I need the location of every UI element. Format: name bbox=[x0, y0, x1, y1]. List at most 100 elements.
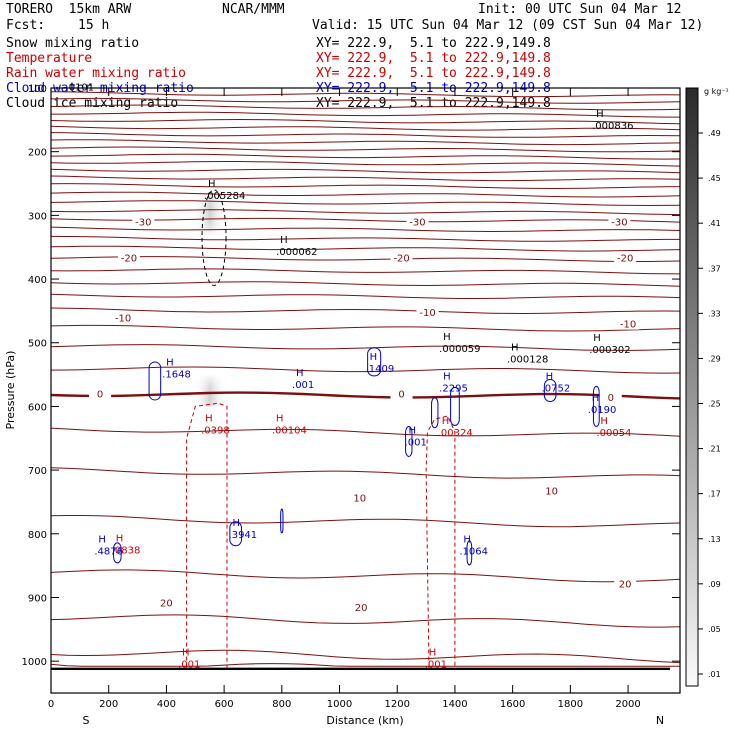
rain-contour bbox=[186, 402, 228, 668]
temp-label-bg bbox=[614, 251, 637, 264]
temp-label-bg bbox=[416, 306, 439, 319]
field-label-snow: Snow mixing ratio bbox=[6, 36, 140, 51]
isotherm-line bbox=[50, 132, 681, 138]
isotherm-line bbox=[50, 467, 681, 479]
rain-max-label-h-marker: H bbox=[442, 416, 450, 427]
y-tick-label: 1000 bbox=[22, 657, 47, 668]
snow-max-label-h-marker: H bbox=[596, 109, 604, 120]
temperature-label: -30 bbox=[135, 218, 151, 229]
temp-label-bg bbox=[132, 215, 155, 228]
temperature-label: -20 bbox=[121, 253, 137, 264]
temp-label-bg bbox=[608, 215, 631, 228]
colorbar-tick-label: .49 bbox=[708, 129, 721, 138]
temperature-label: 0 bbox=[97, 390, 103, 401]
y-tick-label: 100 bbox=[28, 84, 47, 95]
rain-max-label: .0398 bbox=[201, 425, 230, 436]
colorbar-tick-label: .33 bbox=[708, 309, 721, 318]
y-tick-label: 700 bbox=[28, 466, 47, 477]
rain-max-label: .001 bbox=[425, 660, 447, 671]
y-tick-label: 600 bbox=[28, 402, 47, 413]
x-tick-label: 200 bbox=[99, 699, 118, 710]
cloud-water-max-label-h-marker: H bbox=[463, 534, 471, 545]
x-tick-label: 1400 bbox=[442, 699, 467, 710]
colorbar-tick-label: .21 bbox=[708, 445, 721, 454]
field-label-rain: Rain water mixing ratio bbox=[6, 66, 187, 81]
x-tick-label: 1600 bbox=[500, 699, 525, 710]
isotherm-line bbox=[50, 391, 681, 400]
snow-shading bbox=[192, 189, 228, 407]
temperature-label: -10 bbox=[620, 320, 636, 331]
rain-max-label-h-marker: H bbox=[116, 534, 124, 545]
colorbar-tick-label: .29 bbox=[708, 354, 721, 363]
isotherm-line bbox=[50, 307, 681, 315]
model-title: TORERO 15km ARW bbox=[6, 2, 132, 17]
isotherm-line bbox=[50, 293, 681, 299]
snow-max-label: .000128 bbox=[507, 355, 548, 366]
snow-max-label-h-marker: H bbox=[208, 179, 216, 190]
isotherm-line bbox=[50, 217, 681, 223]
temperature-label: -20 bbox=[617, 253, 633, 264]
isotherm-line bbox=[50, 125, 681, 131]
valid-time: Valid: 15 UTC Sun 04 Mar 12 (09 CST Sun … bbox=[312, 18, 704, 33]
isotherm-line bbox=[50, 663, 680, 667]
temperature-label: 10 bbox=[545, 486, 558, 497]
isotherm-line bbox=[50, 139, 681, 146]
isotherm-line bbox=[50, 235, 680, 242]
temp-label-bg bbox=[406, 215, 429, 228]
colorbar-tick-label: .25 bbox=[708, 400, 721, 409]
cloud-water-contour bbox=[280, 508, 284, 534]
rain-max-label-h-marker: H bbox=[205, 413, 213, 424]
rain-max-label: .00104 bbox=[272, 425, 307, 436]
field-label-temperature: Temperature bbox=[6, 51, 93, 66]
rain-max-label: .0838 bbox=[112, 546, 141, 557]
temperature-label: -30 bbox=[409, 218, 425, 229]
snow-max-label-h-marker: H bbox=[280, 235, 288, 246]
isotherm-line bbox=[50, 191, 681, 198]
isotherm-line bbox=[50, 200, 681, 207]
x-tick-label: 400 bbox=[157, 699, 176, 710]
x-tick-label: 2000 bbox=[615, 699, 640, 710]
field-xy-snow: XY= 222.9, 5.1 to 222.9,149.8 bbox=[316, 36, 551, 51]
isotherm-line bbox=[50, 324, 681, 332]
rain-max-label: .00324 bbox=[438, 428, 473, 439]
temperature-label: -10 bbox=[419, 308, 435, 319]
isotherm-line bbox=[50, 118, 681, 125]
temp-label-bg bbox=[350, 601, 373, 614]
temp-label-bg bbox=[599, 390, 622, 403]
init-time: Init: 00 UTC Sun 04 Mar 12 bbox=[478, 2, 682, 17]
temp-label-bg bbox=[117, 251, 140, 264]
cloud-water-contour bbox=[543, 379, 557, 402]
isotherm-line bbox=[50, 168, 681, 174]
snow-max-label: .000302 bbox=[589, 345, 630, 356]
isotherm-line bbox=[50, 515, 681, 528]
temperature-label: -20 bbox=[393, 253, 409, 264]
x-tick-label: 800 bbox=[272, 699, 291, 710]
isotherm-line bbox=[50, 614, 681, 628]
cloud-water-max-label: .2295 bbox=[439, 383, 468, 394]
isotherm-line bbox=[50, 256, 681, 262]
cloud-water-max-label-h-marker: H bbox=[233, 518, 241, 529]
rain-max-label: .00054 bbox=[596, 428, 631, 439]
temp-label-bg bbox=[390, 251, 413, 264]
isotherm-line bbox=[50, 161, 681, 167]
south-end-label: S bbox=[83, 714, 90, 727]
colorbar-tick-label: .17 bbox=[708, 490, 721, 499]
cloud-water-max-label: .1648 bbox=[162, 369, 191, 380]
isotherm-line bbox=[50, 183, 681, 190]
fcst-value: 15 h bbox=[78, 18, 110, 33]
isotherm-line bbox=[50, 91, 681, 98]
cloud-water-max-label-h-marker: H bbox=[370, 352, 378, 363]
field-xy-temperature: XY= 222.9, 5.1 to 222.9,149.8 bbox=[316, 51, 551, 66]
cloud-water-max-label-h-marker: H bbox=[296, 368, 304, 379]
cloud-water-max-label-h-marker: H bbox=[443, 371, 451, 382]
cloud-water-contour bbox=[450, 386, 460, 426]
y-tick-label: 300 bbox=[28, 211, 47, 222]
isotherm-line bbox=[50, 209, 681, 216]
x-axis-label: Distance (km) bbox=[326, 714, 403, 727]
cloud-water-contour bbox=[431, 397, 439, 429]
colorbar bbox=[685, 87, 699, 687]
temp-label-bg bbox=[614, 577, 637, 590]
colorbar-tick-label: .05 bbox=[708, 625, 721, 634]
temperature-label: 20 bbox=[160, 599, 173, 610]
cloud-water-max-label-h-marker: H bbox=[98, 534, 106, 545]
